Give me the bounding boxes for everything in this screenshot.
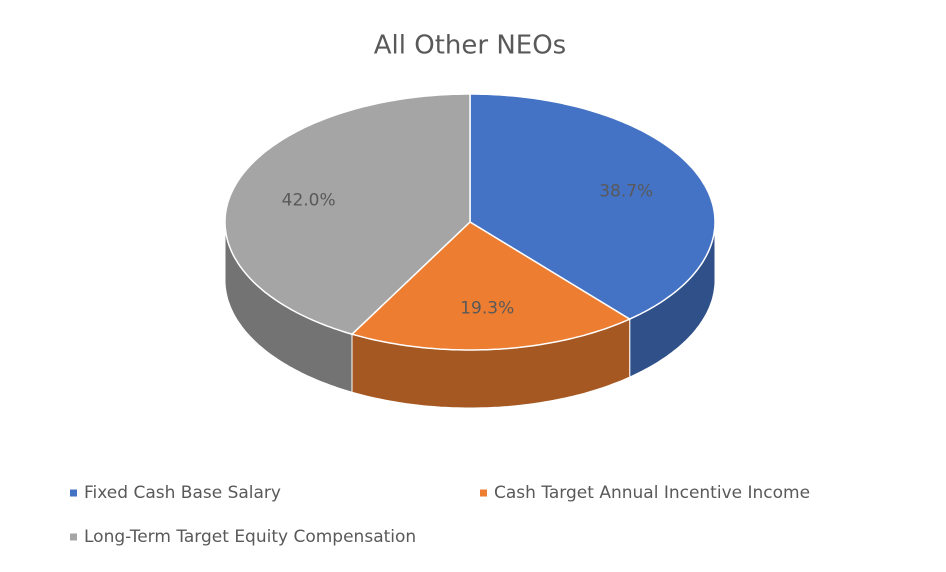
slice	[350, 221, 632, 351]
chart-title: All Other NEOs	[374, 31, 566, 61]
legend-label: Long-Term Target Equity Compensation	[84, 527, 416, 547]
slice-tops	[224, 93, 716, 351]
legend-marker	[70, 489, 77, 497]
slice	[469, 93, 716, 320]
legend-marker	[70, 533, 77, 541]
data-label: 19.3%	[460, 299, 514, 319]
legend-label: Fixed Cash Base Salary	[84, 483, 281, 503]
slice	[224, 93, 471, 336]
data-label: 42.0%	[282, 190, 336, 210]
legend-marker	[480, 489, 487, 497]
data-label: 38.7%	[599, 182, 653, 202]
legend-label: Cash Target Annual Incentive Income	[494, 483, 810, 503]
